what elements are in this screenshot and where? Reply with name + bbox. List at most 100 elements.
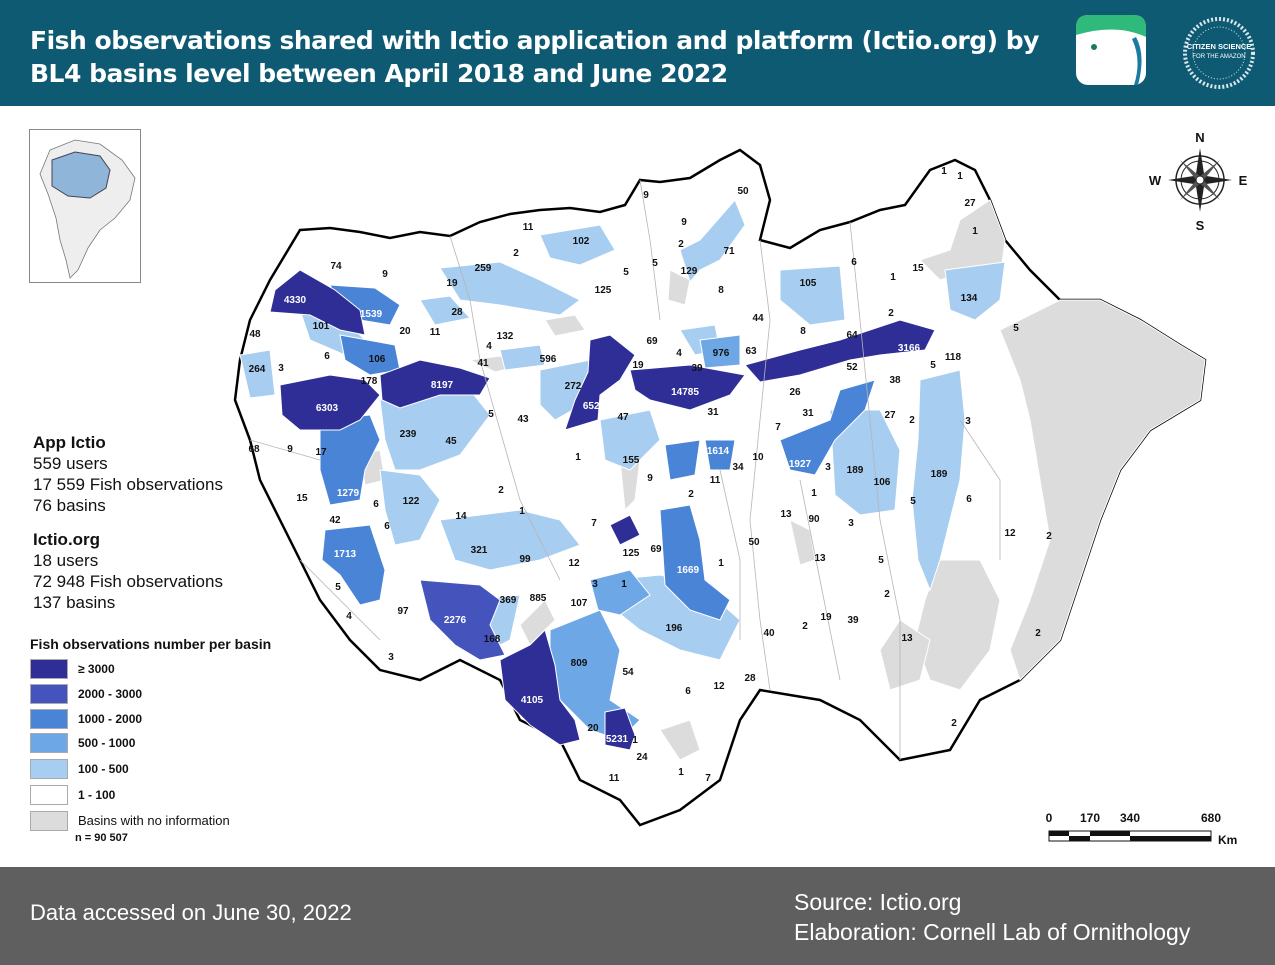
basin-value-label: 31 <box>707 407 719 418</box>
basin-value-label: 40 <box>763 628 775 639</box>
basins-3000-plus <box>269 269 936 751</box>
basin-value-label: 259 <box>475 263 492 274</box>
compass-west-label: W <box>1149 173 1162 188</box>
basin-value-label: 196 <box>666 623 683 634</box>
basin-value-label: 7 <box>775 422 781 433</box>
basin-value-label: 168 <box>484 634 501 645</box>
app-stats-observations: 17 559 Fish observations <box>33 475 223 494</box>
basin-value-label: 5 <box>652 258 658 269</box>
legend-total: n = 90 507 <box>75 832 128 844</box>
source-credits: Source: Ictio.org Elaboration: Cornell L… <box>794 887 1190 947</box>
legend-label: Basins with no information <box>78 813 230 828</box>
basin-value-label: 102 <box>573 236 590 247</box>
basin-value-label: 125 <box>595 285 612 296</box>
basin-value-label: 5231 <box>606 734 629 745</box>
app-stats-users: 559 users <box>33 454 108 473</box>
basin-value-label: 20 <box>587 723 599 734</box>
basin-value-label: 1 <box>621 579 627 590</box>
scale-tick-680: 680 <box>1201 811 1221 825</box>
basin-value-label: 42 <box>329 515 341 526</box>
basin-value-label: 6 <box>685 686 691 697</box>
basin-value-label: 596 <box>540 354 557 365</box>
basin-value-label: 2 <box>513 248 519 259</box>
basin-value-label: 1 <box>519 506 525 517</box>
no-information-basins <box>359 199 1206 761</box>
basin-value-label: 1 <box>972 226 978 237</box>
basin-value-label: 8 <box>800 326 806 337</box>
basin-value-label: 809 <box>571 658 588 669</box>
basin-value-label: 264 <box>249 364 266 375</box>
basin-value-label: 69 <box>646 336 658 347</box>
app-stats-title: App Ictio <box>33 433 106 452</box>
basin-value-label: 1539 <box>360 309 383 320</box>
basin-value-label: 47 <box>617 412 629 423</box>
basin-value-label: 2 <box>688 489 694 500</box>
legend-label: 2000 - 3000 <box>78 687 143 701</box>
basin-value-label: 155 <box>623 455 640 466</box>
legend-label: 1 - 100 <box>78 788 116 802</box>
basin-value-label: 5 <box>930 360 936 371</box>
basin-value-label: 8 <box>718 285 724 296</box>
basin-value-label: 1 <box>941 166 947 177</box>
basin-value-label: 9 <box>287 444 293 455</box>
basin-value-label: 106 <box>369 354 386 365</box>
basin-value-label: 1 <box>678 767 684 778</box>
basin-value-label: 1713 <box>334 549 357 560</box>
web-stats-basins: 137 basins <box>33 593 116 612</box>
basin-value-label: 7 <box>705 773 711 784</box>
basin-value-label: 369 <box>500 595 517 606</box>
basin-value-label: 50 <box>737 186 749 197</box>
basin-value-label: 64 <box>846 330 858 341</box>
basin-value-label: 4 <box>486 341 492 352</box>
source-line: Source: Ictio.org <box>794 889 962 915</box>
legend-swatch <box>30 709 68 729</box>
basin-value-label: 34 <box>732 462 744 473</box>
basin-value-label: 5 <box>878 555 884 566</box>
basin-value-label: 48 <box>249 329 261 340</box>
basin-value-label: 1614 <box>707 446 730 457</box>
basin-value-label: 2 <box>909 415 915 426</box>
basin-value-label: 17 <box>315 447 327 458</box>
basin-value-label: 39 <box>691 363 703 374</box>
basin-value-label: 2 <box>498 485 504 496</box>
basin-value-label: 68 <box>248 444 260 455</box>
compass-east-label: E <box>1239 173 1248 188</box>
legend-label: ≥ 3000 <box>78 662 115 676</box>
basin-value-label: 6303 <box>316 403 339 414</box>
basin-value-label: 28 <box>744 673 756 684</box>
basin-value-label: 14 <box>455 511 467 522</box>
ictio-logo <box>1076 15 1146 85</box>
basins-2000-3000 <box>419 579 506 661</box>
legend-swatch <box>30 684 68 704</box>
app-stats-basins: 76 basins <box>33 496 106 515</box>
logo-cs-line2: FOR THE AMAZON <box>1192 54 1245 60</box>
footer-banner: Data accessed on June 30, 2022 Source: I… <box>0 867 1275 965</box>
basin-value-label: 16076 <box>590 537 618 548</box>
scale-unit: Km <box>1218 833 1237 847</box>
basin-value-label: 11 <box>710 475 721 486</box>
basin-value-label: 63 <box>745 346 757 357</box>
basin-value-label: 13 <box>780 509 792 520</box>
basin-value-label: 14785 <box>671 387 699 398</box>
basin-value-label: 6 <box>966 494 972 505</box>
basin-value-label: 125 <box>623 548 640 559</box>
basin-value-label: 31 <box>802 408 814 419</box>
basin-value-label: 20 <box>399 326 411 337</box>
basin-value-label: 43 <box>517 414 529 425</box>
compass-rose: N S E W <box>1149 130 1248 233</box>
basin-value-label: 97 <box>397 606 409 617</box>
legend-swatch <box>30 733 68 753</box>
legend-swatch <box>30 659 68 679</box>
basin-value-label: 122 <box>403 496 420 507</box>
scale-bar: 0 170 340 680 Km <box>1046 811 1238 847</box>
basin-value-label: 1 <box>632 735 638 746</box>
basin-value-label: 2 <box>884 589 890 600</box>
basin-value-label: 74 <box>330 261 342 272</box>
basin-value-label: 41 <box>477 358 489 369</box>
basin-value-label: 99 <box>519 554 531 565</box>
basin-value-label: 27 <box>884 410 896 421</box>
basin-value-label: 1669 <box>677 565 700 576</box>
scale-tick-340: 340 <box>1120 811 1140 825</box>
basin-value-label: 52 <box>846 362 858 373</box>
